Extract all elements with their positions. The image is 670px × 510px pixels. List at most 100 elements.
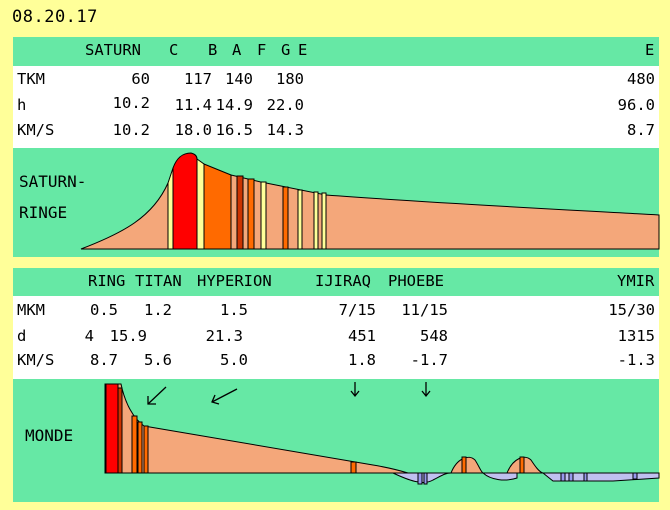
- moons-label: MONDE: [25, 426, 74, 445]
- header-ring-c: C: [169, 41, 179, 59]
- table-cell: 10.2: [112, 121, 150, 139]
- moon-distribution-fill: [104, 383, 409, 474]
- retro-stripe-4: [568, 472, 574, 482]
- table-cell: 14.9: [215, 96, 253, 114]
- table-cell: 8.7: [90, 351, 118, 369]
- table-cell: 5.0: [220, 351, 248, 369]
- retro-stripe-1: [417, 472, 423, 485]
- ring-stripe-6: [313, 191, 319, 250]
- table-cell: 480: [627, 70, 655, 88]
- ring-moons-red: [105, 383, 119, 474]
- table-cell: 8.7: [627, 121, 655, 139]
- header-ring-e: E: [298, 41, 308, 59]
- table-cell: 11/15: [401, 301, 448, 319]
- retrograde-dip-3: [541, 472, 660, 482]
- table-cell: 21.3: [205, 327, 243, 345]
- ring-stripe-4: [282, 186, 289, 250]
- row-label: KM/S: [17, 351, 55, 369]
- table-cell: 1315: [617, 327, 655, 345]
- table-cell: 548: [420, 327, 448, 345]
- header-saturn: SATURN: [85, 41, 141, 59]
- titan-arrow-icon: [147, 386, 167, 405]
- moons-header: RING TITAN HYPERION IJIRAQ PHOEBE YMIR: [13, 272, 659, 298]
- header-phoebe: PHOEBE: [388, 272, 444, 290]
- ring-profile-graphic: [80, 152, 660, 250]
- ijiraq-arrow-icon: [350, 382, 360, 398]
- table-cell: 1.8: [348, 351, 376, 369]
- rings-label-line1: SATURN-: [19, 172, 87, 191]
- table-cell: 1.5: [220, 301, 248, 319]
- header-ijiraq: IJIRAQ: [315, 272, 371, 290]
- table-cell: 60: [131, 70, 150, 88]
- table-cell: 11.4: [174, 96, 212, 114]
- date-label: 08.20.17: [12, 7, 98, 27]
- moon-stripe-1: [117, 387, 123, 474]
- row-label: TKM: [17, 70, 45, 88]
- hump-stripe-1: [461, 456, 467, 474]
- table-cell: 140: [225, 70, 253, 88]
- moons-panel: RING TITAN HYPERION IJIRAQ PHOEBE YMIR M…: [13, 268, 660, 502]
- table-cell: -1.3: [617, 351, 655, 369]
- moons-table: MKM 0.5 1.2 1.5 7/15 11/15 15/30 d 4 15.…: [13, 296, 659, 379]
- ring-stripe-3: [260, 181, 267, 250]
- retro-stripe-5: [583, 472, 588, 482]
- table-cell: 0.5: [90, 301, 118, 319]
- table-cell: 15/30: [608, 301, 655, 319]
- table-cell: 4: [84, 327, 94, 345]
- header-titan: TITAN: [135, 272, 182, 290]
- moon-profile-graphic: [104, 382, 660, 485]
- header-hyperion: HYPERION: [197, 272, 272, 290]
- table-cell: -1.7: [410, 351, 448, 369]
- rings-label-line2: RINGE: [19, 203, 68, 222]
- ring-a-orange: [203, 163, 232, 250]
- header-ring-e-outer: E: [645, 41, 655, 59]
- rings-header: SATURN C B A F G E E: [13, 41, 659, 67]
- hyperion-arrow-icon: [211, 388, 238, 405]
- hump-stripe-2: [519, 456, 525, 474]
- row-label: h: [17, 96, 27, 114]
- header-ring-b: B: [208, 41, 218, 59]
- table-cell: 14.3: [266, 121, 304, 139]
- moon-stripe-2: [131, 415, 138, 474]
- header-ring: RING: [88, 272, 126, 290]
- header-ymir: YMIR: [617, 272, 655, 290]
- table-cell: 16.5: [215, 121, 253, 139]
- table-cell: 5.6: [144, 351, 172, 369]
- table-cell: 451: [348, 327, 376, 345]
- ring-e-taper: [325, 194, 660, 250]
- ring-gap-yellow: [196, 158, 205, 250]
- ring-stripe-5: [297, 189, 303, 250]
- retrograde-dip-2: [481, 472, 518, 481]
- phoebe-arrow-icon: [421, 382, 431, 398]
- rings-table: TKM 60 117 140 180 480 h 10.2 11.4 14.9 …: [13, 66, 659, 148]
- table-cell: 96.0: [617, 96, 655, 114]
- table-cell: 7/15: [338, 301, 376, 319]
- table-cell: 180: [276, 70, 304, 88]
- table-cell: 1.2: [144, 301, 172, 319]
- ring-c-gap: [167, 167, 174, 250]
- header-ring-g: G: [281, 41, 291, 59]
- table-cell: 117: [184, 70, 212, 88]
- ring-b-red: [172, 152, 198, 250]
- ijiraq-group-stripe: [350, 461, 357, 474]
- moon-stripe-4: [143, 425, 149, 474]
- ring-stripe-2: [247, 178, 255, 250]
- header-ring-a: A: [232, 41, 242, 59]
- retro-stripe-2: [423, 472, 428, 485]
- table-cell: 15.9: [109, 327, 147, 345]
- header-ring-f: F: [257, 41, 267, 59]
- prograde-hump-1: [450, 456, 484, 474]
- row-label: d: [17, 327, 27, 345]
- prograde-hump-2: [506, 456, 544, 474]
- row-label: MKM: [17, 301, 45, 319]
- table-cell: 18.0: [174, 121, 212, 139]
- ring-stripe-7: [321, 192, 327, 250]
- row-label: KM/S: [17, 121, 55, 139]
- ring-stripe-1: [236, 175, 244, 250]
- table-cell: 22.0: [266, 96, 304, 114]
- table-cell: 10.2: [112, 94, 150, 112]
- inner-ring-skirt: [80, 182, 170, 250]
- retro-stripe-6: [632, 472, 638, 480]
- rings-panel: SATURN C B A F G E E TKM 60 117 140 180 …: [13, 37, 660, 257]
- retro-stripe-3: [560, 472, 566, 482]
